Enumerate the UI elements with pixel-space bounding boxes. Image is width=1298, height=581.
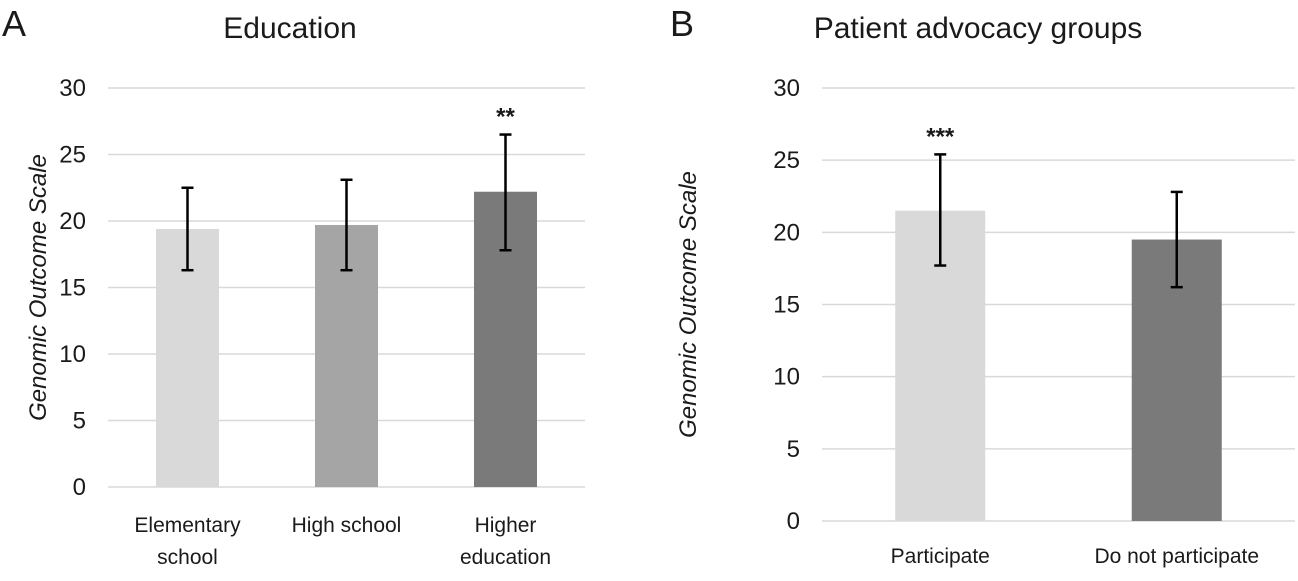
y-axis-label: Genomic Outcome Scale [25, 154, 52, 421]
bar [156, 228, 219, 488]
category-label: Elementary [134, 514, 241, 537]
significance-marker: ** [496, 104, 515, 131]
y-tick-label: 0 [787, 508, 800, 535]
category-label: High school [292, 514, 402, 537]
panel-letter-b: B [670, 3, 694, 44]
y-tick-label: 10 [59, 341, 86, 368]
y-tick-label: 20 [59, 208, 86, 235]
y-tick-label: 5 [787, 436, 800, 463]
y-tick-label: 15 [773, 292, 800, 319]
y-tick-label: 25 [773, 147, 800, 174]
category-label: school [157, 546, 218, 569]
significance-marker: *** [926, 123, 955, 150]
y-axis-label: Genomic Outcome Scale [675, 171, 702, 438]
chart-title: Patient advocacy groups [814, 12, 1143, 45]
y-tick-label: 10 [773, 364, 800, 391]
y-tick-label: 15 [59, 275, 86, 302]
y-tick-label: 30 [773, 75, 800, 102]
y-tick-label: 30 [59, 75, 86, 102]
y-tick-label: 25 [59, 142, 86, 169]
y-tick-label: 0 [73, 474, 86, 501]
category-label: education [460, 546, 551, 569]
panel-letter-a: A [2, 3, 26, 44]
category-label: Do not participate [1094, 545, 1259, 568]
chart-title: Education [223, 12, 356, 45]
category-label: Participate [891, 545, 990, 568]
y-tick-label: 5 [73, 408, 86, 435]
y-tick-label: 20 [773, 219, 800, 246]
category-label: Higher [475, 514, 537, 537]
